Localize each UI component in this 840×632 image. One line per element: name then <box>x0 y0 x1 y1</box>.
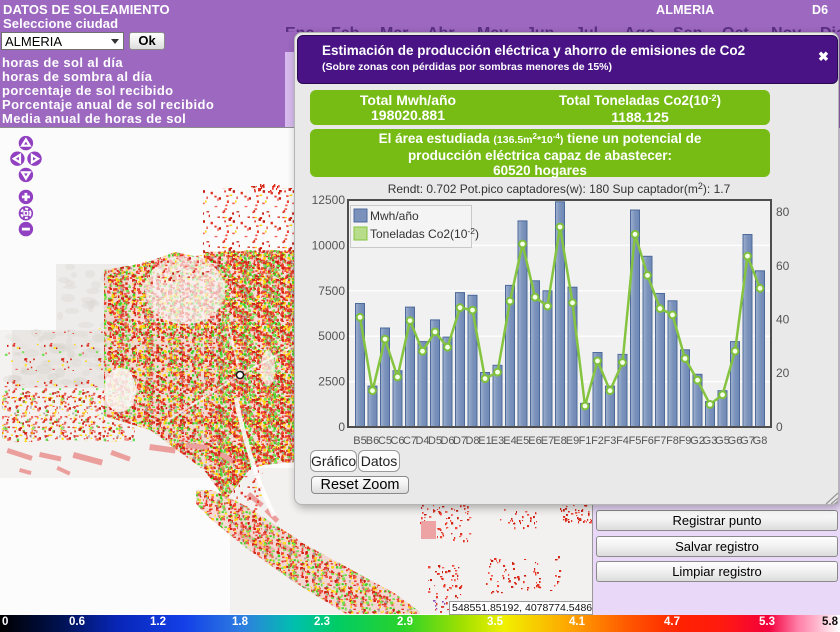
svg-text:B6: B6 <box>366 435 379 447</box>
svg-text:F7: F7 <box>654 435 667 447</box>
svg-text:E4: E4 <box>503 435 516 447</box>
svg-text:E9: E9 <box>566 435 579 447</box>
svg-text:D5: D5 <box>428 435 442 447</box>
svg-text:G8: G8 <box>753 435 768 447</box>
svg-text:60: 60 <box>776 259 790 273</box>
svg-text:G2: G2 <box>690 435 705 447</box>
svg-text:F1: F1 <box>579 435 592 447</box>
svg-text:D6: D6 <box>440 435 454 447</box>
svg-text:E6: E6 <box>528 435 541 447</box>
svg-text:D4: D4 <box>415 435 429 447</box>
svg-text:Mwh/año: Mwh/año <box>370 209 419 223</box>
svg-text:D8: D8 <box>465 435 479 447</box>
svg-text:2500: 2500 <box>318 375 345 389</box>
svg-text:G3: G3 <box>703 435 718 447</box>
svg-text:0: 0 <box>338 420 345 434</box>
svg-text:F2: F2 <box>591 435 604 447</box>
svg-text:F8: F8 <box>666 435 679 447</box>
svg-text:G6: G6 <box>728 435 743 447</box>
svg-text:G5: G5 <box>715 435 730 447</box>
svg-text:E1: E1 <box>478 435 491 447</box>
svg-text:20: 20 <box>776 366 790 380</box>
svg-text:10000: 10000 <box>312 238 346 252</box>
svg-text:40: 40 <box>776 313 790 327</box>
svg-text:E5: E5 <box>516 435 529 447</box>
svg-text:E8: E8 <box>553 435 566 447</box>
svg-text:D7: D7 <box>453 435 467 447</box>
svg-text:C5: C5 <box>378 435 392 447</box>
svg-text:B5: B5 <box>353 435 366 447</box>
svg-text:7500: 7500 <box>318 284 345 298</box>
svg-text:F3: F3 <box>604 435 617 447</box>
svg-text:G7: G7 <box>740 435 755 447</box>
svg-text:C7: C7 <box>403 435 417 447</box>
svg-text:E7: E7 <box>541 435 554 447</box>
svg-text:5000: 5000 <box>318 329 345 343</box>
svg-text:E3: E3 <box>491 435 504 447</box>
svg-text:80: 80 <box>776 205 790 219</box>
svg-text:Toneladas Co2(10-2): Toneladas Co2(10-2) <box>370 226 479 241</box>
svg-text:12500: 12500 <box>312 193 346 207</box>
svg-text:F4: F4 <box>616 435 629 447</box>
svg-text:F5: F5 <box>629 435 642 447</box>
svg-text:0: 0 <box>776 420 783 434</box>
svg-text:F6: F6 <box>641 435 654 447</box>
svg-text:F9: F9 <box>679 435 692 447</box>
svg-text:C6: C6 <box>390 435 404 447</box>
